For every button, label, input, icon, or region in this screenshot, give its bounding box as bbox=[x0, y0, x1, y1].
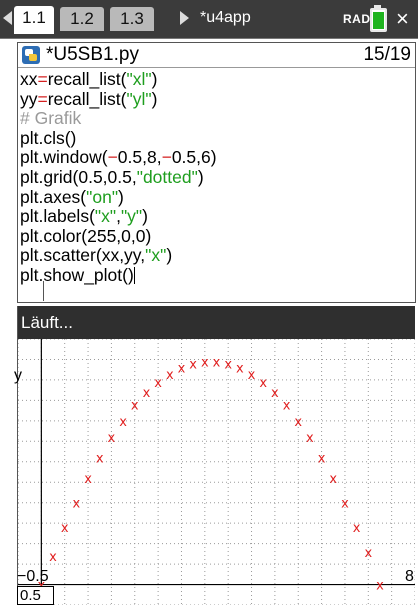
line-counter: 15/19 bbox=[363, 44, 411, 65]
data-point: x bbox=[236, 362, 244, 377]
python-icon bbox=[22, 46, 40, 64]
data-point: x bbox=[353, 521, 361, 536]
data-point: x bbox=[143, 386, 151, 401]
x-axis-max-label: 8 bbox=[405, 568, 414, 585]
tab-bar: 1.1 1.2 1.3 *u4app RAD × bbox=[0, 0, 418, 39]
data-point: x bbox=[294, 415, 302, 430]
y-axis-label: y bbox=[14, 367, 22, 384]
data-point: x bbox=[84, 472, 92, 487]
data-point: x bbox=[364, 546, 372, 561]
data-point: x bbox=[271, 386, 279, 401]
data-point: x bbox=[108, 431, 116, 446]
data-point: x bbox=[259, 376, 267, 391]
document-title: *u4app bbox=[200, 9, 251, 26]
mouse-ibeam-cursor-icon bbox=[43, 281, 44, 301]
data-point: x bbox=[49, 550, 57, 565]
code-line[interactable]: plt.grid(0.5,0.5,"dotted") bbox=[20, 166, 204, 187]
data-point: x bbox=[376, 579, 384, 594]
data-point: x bbox=[318, 452, 326, 467]
data-point: x bbox=[213, 356, 221, 371]
data-point: x bbox=[119, 415, 127, 430]
code-line[interactable]: yy=recall_list("yl") bbox=[20, 88, 158, 109]
data-point: x bbox=[131, 398, 139, 413]
data-point: x bbox=[73, 497, 81, 512]
code-line[interactable]: # Grafik bbox=[20, 108, 82, 129]
code-line[interactable]: plt.labels("x","y") bbox=[20, 206, 148, 227]
data-point: x bbox=[61, 521, 69, 536]
close-icon[interactable]: × bbox=[396, 6, 409, 31]
data-point: x bbox=[154, 376, 162, 391]
tab-1-1[interactable]: 1.1 bbox=[14, 6, 54, 34]
data-point: x bbox=[189, 358, 197, 373]
code-line[interactable]: plt.color(255,0,0) bbox=[20, 225, 152, 246]
text-cursor bbox=[133, 266, 135, 284]
code-line[interactable]: plt.window(−0.5,8,−0.5,6) bbox=[20, 147, 217, 168]
code-line[interactable]: xx=recall_list("xl") bbox=[20, 69, 158, 89]
data-point: x bbox=[166, 368, 174, 383]
tab-1-3[interactable]: 1.3 bbox=[110, 7, 154, 31]
run-status-bar: Läuft... bbox=[18, 306, 415, 339]
scroll-right-arrow-icon[interactable] bbox=[180, 11, 189, 25]
code-line[interactable]: plt.scatter(xx,yy,"x") bbox=[20, 245, 173, 266]
code-area[interactable]: xx=recall_list("xl") yy=recall_list("yl"… bbox=[20, 69, 412, 286]
battery-tip bbox=[374, 5, 381, 8]
data-point: x bbox=[201, 356, 209, 371]
data-point: x bbox=[178, 362, 186, 377]
code-line-current[interactable]: plt.show_plot() bbox=[20, 264, 135, 285]
file-name: *U5SB1.py bbox=[46, 44, 139, 65]
python-editor[interactable]: *U5SB1.py 15/19 xx=recall_list("xl") yy=… bbox=[17, 42, 416, 303]
plot-output-pane[interactable]: Läuft... xxxxxxxxxxxxxxxxxxxxxxxxxxxxxxx… bbox=[14, 306, 415, 605]
code-line[interactable]: plt.axes("on") bbox=[20, 186, 124, 207]
data-point: x bbox=[96, 452, 104, 467]
data-point: x bbox=[329, 472, 337, 487]
scatter-plot[interactable]: xxxxxxxxxxxxxxxxxxxxxxxxxxxxxxx bbox=[18, 339, 415, 605]
tab-1-2[interactable]: 1.2 bbox=[60, 7, 104, 31]
data-point: x bbox=[341, 497, 349, 512]
window-value-box: 0.5 bbox=[17, 586, 54, 605]
x-axis-min-label: −0.5 bbox=[17, 568, 49, 585]
scroll-left-arrow-icon[interactable] bbox=[3, 11, 12, 25]
code-line[interactable]: plt.cls() bbox=[20, 127, 77, 148]
angle-mode-indicator: RAD bbox=[343, 12, 371, 26]
run-status-text: Läuft... bbox=[21, 313, 73, 332]
data-point: x bbox=[283, 398, 291, 413]
data-point: x bbox=[248, 368, 256, 383]
battery-icon bbox=[370, 8, 387, 32]
editor-header: *U5SB1.py 15/19 bbox=[18, 43, 415, 68]
data-point: x bbox=[306, 431, 314, 446]
data-point: x bbox=[224, 358, 232, 373]
